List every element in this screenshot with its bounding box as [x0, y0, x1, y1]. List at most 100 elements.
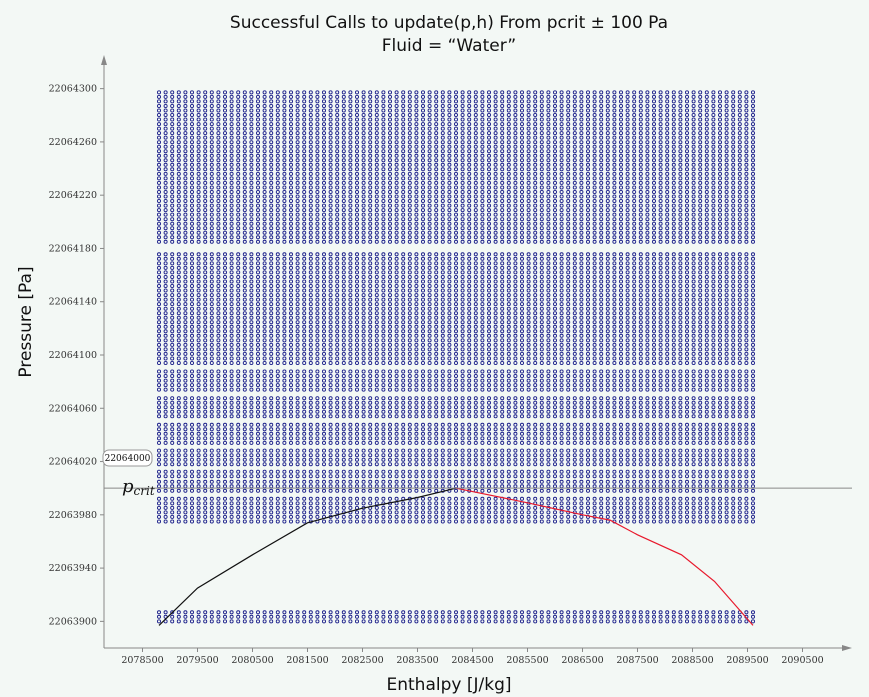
scatter-point	[467, 369, 472, 374]
scatter-point	[229, 342, 234, 347]
scatter-point	[447, 396, 452, 401]
scatter-point	[229, 270, 234, 275]
scatter-point	[183, 496, 188, 501]
scatter-point	[440, 469, 445, 474]
scatter-point	[480, 383, 485, 388]
scatter-point	[216, 270, 221, 275]
scatter-point	[434, 284, 439, 289]
scatter-point	[170, 369, 175, 374]
scatter-point	[454, 457, 459, 462]
scatter-point	[731, 293, 736, 298]
scatter-point	[322, 311, 327, 316]
scatter-point	[196, 488, 201, 493]
scatter-point	[533, 488, 538, 493]
scatter-point	[401, 279, 406, 284]
scatter-point	[691, 484, 696, 489]
scatter-point	[711, 496, 716, 501]
scatter-point	[335, 311, 340, 316]
scatter-point	[553, 396, 558, 401]
scatter-point	[335, 302, 340, 307]
scatter-point	[638, 378, 643, 383]
scatter-point	[645, 479, 650, 484]
scatter-point	[625, 510, 630, 515]
scatter-point	[685, 284, 690, 289]
scatter-point	[427, 436, 432, 441]
scatter-point	[592, 436, 597, 441]
scatter-point	[341, 479, 346, 484]
scatter-point	[658, 275, 663, 280]
scatter-point	[156, 297, 161, 302]
scatter-point	[209, 320, 214, 325]
scatter-point	[487, 448, 492, 453]
scatter-point	[467, 414, 472, 419]
scatter-point	[328, 414, 333, 419]
scatter-point	[302, 448, 307, 453]
scatter-point	[467, 347, 472, 352]
scatter-point	[289, 400, 294, 405]
scatter-point	[632, 333, 637, 338]
scatter-point	[724, 448, 729, 453]
scatter-point	[553, 347, 558, 352]
scatter-point	[368, 320, 373, 325]
scatter-point	[513, 347, 518, 352]
scatter-point	[302, 484, 307, 489]
scatter-point	[176, 474, 181, 479]
scatter-point	[381, 484, 386, 489]
scatter-point	[328, 356, 333, 361]
scatter-point	[249, 284, 254, 289]
scatter-point	[526, 414, 531, 419]
scatter-point	[394, 347, 399, 352]
scatter-point	[302, 306, 307, 311]
scatter-point	[685, 400, 690, 405]
scatter-point	[315, 501, 320, 506]
scatter-point	[249, 265, 254, 270]
scatter-point	[401, 288, 406, 293]
scatter-point	[289, 265, 294, 270]
scatter-point	[368, 338, 373, 343]
scatter-point	[685, 496, 690, 501]
scatter-point	[645, 448, 650, 453]
scatter-point	[381, 342, 386, 347]
scatter-point	[322, 356, 327, 361]
scatter-point	[388, 414, 393, 419]
scatter-point	[262, 453, 267, 458]
scatter-point	[599, 405, 604, 410]
scatter-point	[355, 288, 360, 293]
scatter-point	[361, 361, 366, 366]
scatter-point	[289, 378, 294, 383]
scatter-point	[249, 351, 254, 356]
scatter-point	[612, 484, 617, 489]
scatter-point	[652, 409, 657, 414]
scatter-point	[711, 387, 716, 392]
scatter-point	[724, 333, 729, 338]
scatter-point	[282, 275, 287, 280]
scatter-point	[500, 462, 505, 467]
scatter-point	[447, 284, 452, 289]
scatter-point	[737, 333, 742, 338]
scatter-point	[480, 510, 485, 515]
scatter-point	[685, 431, 690, 436]
scatter-point	[645, 496, 650, 501]
scatter-point	[394, 405, 399, 410]
scatter-point	[665, 510, 670, 515]
scatter-point	[480, 610, 485, 615]
scatter-point	[216, 329, 221, 334]
scatter-point	[249, 496, 254, 501]
scatter-point	[718, 311, 723, 316]
scatter-point	[751, 356, 756, 361]
scatter-point	[539, 457, 544, 462]
scatter-point	[163, 409, 168, 414]
scatter-point	[658, 361, 663, 366]
scatter-point	[605, 484, 610, 489]
scatter-point	[612, 315, 617, 320]
scatter-point	[222, 422, 227, 427]
scatter-point	[579, 265, 584, 270]
scatter-point	[638, 422, 643, 427]
scatter-point	[368, 409, 373, 414]
scatter-point	[328, 474, 333, 479]
scatter-point	[724, 315, 729, 320]
scatter-point	[447, 479, 452, 484]
scatter-point	[315, 619, 320, 624]
scatter-point	[196, 619, 201, 624]
